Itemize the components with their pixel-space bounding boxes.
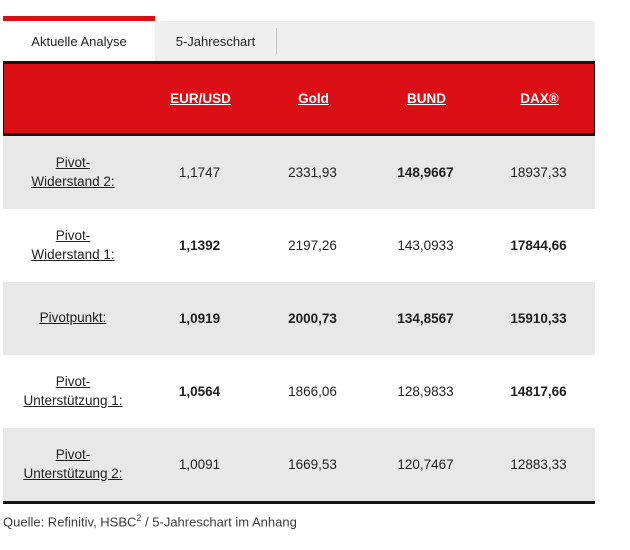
tabbar-bottom-rule [3,61,595,64]
tab-bar: Aktuelle Analyse 5-Jahreschart [3,16,595,61]
tab-aktuelle-analyse-label: Aktuelle Analyse [31,33,127,49]
row-label-pivot-unterstuetzung-2[interactable]: Pivot- Unterstützung 2: [23,446,122,482]
cell-value: 15910,33 [510,311,567,326]
cell-value: 148,9667 [397,165,454,180]
table-row-pivot-unterstuetzung-1: Pivot- Unterstützung 1: 1,0564 1866,06 12… [3,355,595,428]
row-label-line: Widerstand 2: [31,173,115,189]
cell-value: 128,9833 [397,384,454,399]
row-label-line: Pivot- [55,228,91,244]
cell-value: 18937,33 [510,165,567,180]
cell-value: 1,1392 [178,238,221,253]
row-label-line: Pivotpunkt: [39,310,107,326]
cell-value: 1866,06 [288,384,337,399]
cell-value: 1,0564 [178,384,221,399]
tab-divider [276,28,277,54]
table-row-pivot-widerstand-2: Pivot- Widerstand 2: 1,1747 2331,93 148,9… [3,136,595,209]
cell-value: 2197,26 [288,238,337,253]
table-row-pivot-unterstuetzung-2: Pivot- Unterstützung 2: 1,0091 1669,53 12… [3,428,595,501]
table-row-pivot-widerstand-1: Pivot- Widerstand 1: 1,1392 2197,26 143,0… [3,209,595,282]
row-label-line: Unterstützung 1: [23,392,123,408]
table-bottom-rule [3,501,595,504]
column-header-bund[interactable]: BUND [407,91,446,106]
pivot-analysis-widget: Aktuelle Analyse 5-Jahreschart EUR/USD G… [3,16,595,529]
cell-value: 1669,53 [288,457,337,472]
cell-value: 134,8567 [397,311,454,326]
table-row-pivotpunkt: Pivotpunkt: 1,0919 2000,73 134,8567 1591… [3,282,595,355]
column-header-dax[interactable]: DAX® [520,91,559,106]
cell-value: 1,0919 [178,311,221,326]
cell-value: 14817,66 [510,384,567,399]
row-label-line: Pivot- [55,155,91,171]
tab-aktuelle-analyse[interactable]: Aktuelle Analyse [3,16,155,61]
row-label-pivotpunkt[interactable]: Pivotpunkt: [40,309,107,327]
tab-strip: 5-Jahreschart [155,21,595,61]
source-superscript: 2 [136,513,142,523]
row-label-line: Pivot- [55,374,91,390]
row-label-pivot-widerstand-2[interactable]: Pivot- Widerstand 2: [31,154,114,190]
tab-5-jahreschart[interactable]: 5-Jahreschart [155,21,276,61]
cell-value: 17844,66 [510,238,567,253]
row-label-pivot-widerstand-1[interactable]: Pivot- Widerstand 1: [31,227,114,263]
cell-value: 1,0091 [178,457,221,472]
source-text-prefix: Quelle: Refinitiv, HSBC [3,514,137,530]
row-label-pivot-unterstuetzung-1[interactable]: Pivot- Unterstützung 1: [23,373,122,409]
row-label-line: Unterstützung 2: [23,465,123,481]
pivot-table: EUR/USD Gold BUND DAX® Pivot- Widerstand … [3,64,595,504]
cell-value: 1,1747 [178,165,221,180]
column-header-eurusd[interactable]: EUR/USD [170,91,231,106]
source-text-suffix: / 5-Jahreschart im Anhang [141,514,297,530]
cell-value: 120,7467 [397,457,454,472]
cell-value: 2000,73 [288,311,337,326]
cell-value: 143,0933 [397,238,454,253]
cell-value: 12883,33 [510,457,567,472]
row-label-line: Widerstand 1: [31,246,115,262]
table-header-row: EUR/USD Gold BUND DAX® [3,64,595,136]
column-header-gold[interactable]: Gold [298,91,329,106]
tab-5-jahreschart-label: 5-Jahreschart [175,33,256,49]
source-note: Quelle: Refinitiv, HSBC2 / 5-Jahreschart… [3,513,595,529]
row-label-line: Pivot- [55,447,91,463]
cell-value: 2331,93 [288,165,337,180]
